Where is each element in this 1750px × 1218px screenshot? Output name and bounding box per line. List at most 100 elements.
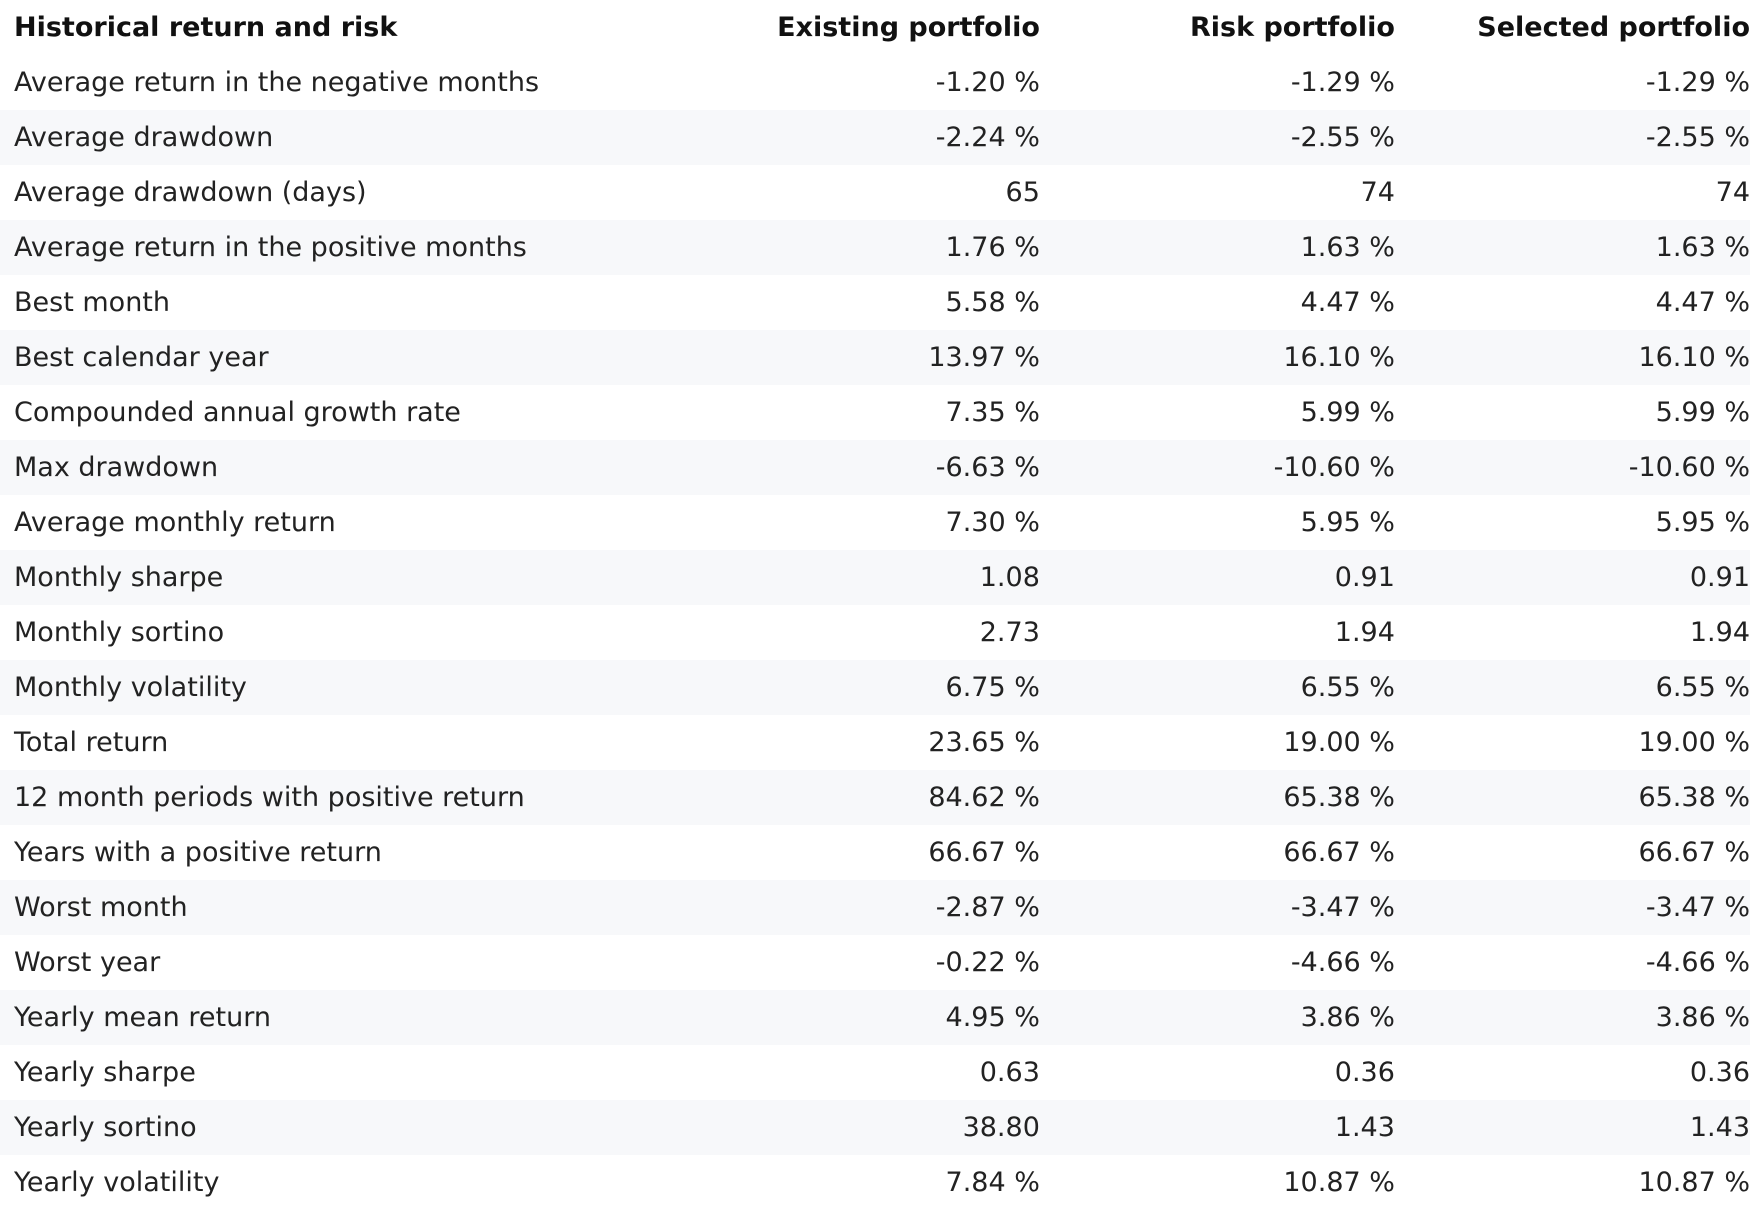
header-risk-portfolio: Risk portfolio: [1039, 0, 1395, 55]
metric-label: Yearly sortino: [14, 1112, 197, 1143]
table-row: Max drawdown -6.63 % -10.60 % -10.60 %: [0, 440, 1750, 495]
table-row: Years with a positive return 66.67 % 66.67…: [0, 825, 1750, 880]
table-row: Yearly volatility 7.84 % 10.87 % 10.87 %: [0, 1155, 1750, 1210]
risk-portfolio-value: 3.86 %: [1300, 1002, 1395, 1033]
metric-label: Yearly volatility: [14, 1167, 220, 1198]
selected-portfolio-value: 19.00 %: [1638, 727, 1750, 758]
metric-label: Monthly sortino: [14, 617, 225, 648]
risk-portfolio-value: 1.94: [1334, 617, 1395, 648]
selected-portfolio-value: 0.91: [1689, 562, 1750, 593]
metric-label: Max drawdown: [14, 452, 219, 483]
metric-label: Average drawdown (days): [14, 177, 367, 208]
selected-portfolio-value: -3.47 %: [1645, 892, 1750, 923]
table-row: Yearly sharpe 0.63 0.36 0.36: [0, 1045, 1750, 1100]
table-row: Worst year -0.22 % -4.66 % -4.66 %: [0, 935, 1750, 990]
existing-portfolio-value: 5.58 %: [945, 287, 1040, 318]
metric-label: Monthly volatility: [14, 672, 247, 703]
metric-label: Best month: [14, 287, 171, 318]
selected-portfolio-value: 10.87 %: [1638, 1167, 1750, 1198]
selected-portfolio-value: 5.95 %: [1655, 507, 1750, 538]
selected-portfolio-value: 5.99 %: [1655, 397, 1750, 428]
risk-portfolio-value: 4.47 %: [1300, 287, 1395, 318]
table-row: Worst month -2.87 % -3.47 % -3.47 %: [0, 880, 1750, 935]
risk-portfolio-value: -4.66 %: [1290, 947, 1395, 978]
table-row: Average drawdown (days) 65 74 74: [0, 165, 1750, 220]
risk-portfolio-value: 5.99 %: [1300, 397, 1395, 428]
table-row: Best calendar year 13.97 % 16.10 % 16.10 %: [0, 330, 1750, 385]
existing-portfolio-value: 23.65 %: [928, 727, 1040, 758]
existing-portfolio-value: 0.63: [979, 1057, 1040, 1088]
selected-portfolio-value: 65.38 %: [1638, 782, 1750, 813]
risk-portfolio-value: 0.91: [1334, 562, 1395, 593]
existing-portfolio-value: 7.35 %: [945, 397, 1040, 428]
risk-portfolio-value: -3.47 %: [1290, 892, 1395, 923]
metric-label: Average monthly return: [14, 507, 336, 538]
risk-portfolio-value: 74: [1360, 177, 1395, 208]
metric-label: Worst year: [14, 947, 161, 978]
existing-portfolio-value: 13.97 %: [928, 342, 1040, 373]
metric-label: Average return in the positive months: [14, 232, 527, 263]
selected-portfolio-value: 6.55 %: [1655, 672, 1750, 703]
existing-portfolio-value: 6.75 %: [945, 672, 1040, 703]
metric-label: Yearly sharpe: [14, 1057, 196, 1088]
table-row: Average return in the negative months -1.…: [0, 55, 1750, 110]
metric-label: Years with a positive return: [14, 837, 382, 868]
existing-portfolio-value: 4.95 %: [945, 1002, 1040, 1033]
selected-portfolio-value: 1.43: [1689, 1112, 1750, 1143]
metric-label: Monthly sharpe: [14, 562, 224, 593]
table-row: Total return 23.65 % 19.00 % 19.00 %: [0, 715, 1750, 770]
metric-label: Best calendar year: [14, 342, 269, 373]
header-metric: Historical return and risk: [0, 0, 739, 55]
risk-portfolio-value: 65.38 %: [1283, 782, 1395, 813]
selected-portfolio-value: -4.66 %: [1645, 947, 1750, 978]
risk-portfolio-value: 10.87 %: [1283, 1167, 1395, 1198]
metric-label: Compounded annual growth rate: [14, 397, 461, 428]
selected-portfolio-value: 4.47 %: [1655, 287, 1750, 318]
metric-label: Average return in the negative months: [14, 67, 540, 98]
table-row: Yearly mean return 4.95 % 3.86 % 3.86 %: [0, 990, 1750, 1045]
selected-portfolio-value: -10.60 %: [1628, 452, 1750, 483]
table-row: Average return in the positive months 1.7…: [0, 220, 1750, 275]
risk-portfolio-value: 66.67 %: [1283, 837, 1395, 868]
header-selected-portfolio: Selected portfolio: [1394, 0, 1750, 55]
table-body: Average return in the negative months -1.…: [0, 55, 1750, 1210]
metric-label: 12 month periods with positive return: [14, 782, 525, 813]
header-existing-portfolio: Existing portfolio: [738, 0, 1040, 55]
risk-portfolio-value: -2.55 %: [1290, 122, 1395, 153]
risk-portfolio-value: 1.43: [1334, 1112, 1395, 1143]
selected-portfolio-value: -2.55 %: [1645, 122, 1750, 153]
header-row: Historical return and risk Existing port…: [0, 0, 1750, 55]
selected-portfolio-value: 1.63 %: [1655, 232, 1750, 263]
selected-portfolio-value: 1.94: [1689, 617, 1750, 648]
risk-portfolio-value: -10.60 %: [1273, 452, 1395, 483]
table-row: Monthly sharpe 1.08 0.91 0.91: [0, 550, 1750, 605]
risk-portfolio-value: 5.95 %: [1300, 507, 1395, 538]
existing-portfolio-value: 84.62 %: [928, 782, 1040, 813]
risk-portfolio-value: 19.00 %: [1283, 727, 1395, 758]
existing-portfolio-value: 7.84 %: [945, 1167, 1040, 1198]
existing-portfolio-value: -6.63 %: [935, 452, 1040, 483]
selected-portfolio-value: 16.10 %: [1638, 342, 1750, 373]
table-row: Compounded annual growth rate 7.35 % 5.99 …: [0, 385, 1750, 440]
selected-portfolio-value: -1.29 %: [1645, 67, 1750, 98]
table-row: Average drawdown -2.24 % -2.55 % -2.55 %: [0, 110, 1750, 165]
table-header: Historical return and risk Existing port…: [0, 0, 1750, 55]
table-row: Yearly sortino 38.80 1.43 1.43: [0, 1100, 1750, 1155]
metric-label: Worst month: [14, 892, 188, 923]
selected-portfolio-value: 0.36: [1689, 1057, 1750, 1088]
existing-portfolio-value: -2.87 %: [935, 892, 1040, 923]
existing-portfolio-value: 38.80: [962, 1112, 1040, 1143]
selected-portfolio-value: 66.67 %: [1638, 837, 1750, 868]
risk-portfolio-value: 1.63 %: [1300, 232, 1395, 263]
existing-portfolio-value: 1.08: [979, 562, 1040, 593]
table-row: Monthly volatility 6.75 % 6.55 % 6.55 %: [0, 660, 1750, 715]
table-row: 12 month periods with positive return 84.…: [0, 770, 1750, 825]
existing-portfolio-value: 66.67 %: [928, 837, 1040, 868]
table-row: Monthly sortino 2.73 1.94 1.94: [0, 605, 1750, 660]
selected-portfolio-value: 3.86 %: [1655, 1002, 1750, 1033]
risk-portfolio-value: -1.29 %: [1290, 67, 1395, 98]
existing-portfolio-value: -0.22 %: [935, 947, 1040, 978]
existing-portfolio-value: -2.24 %: [935, 122, 1040, 153]
